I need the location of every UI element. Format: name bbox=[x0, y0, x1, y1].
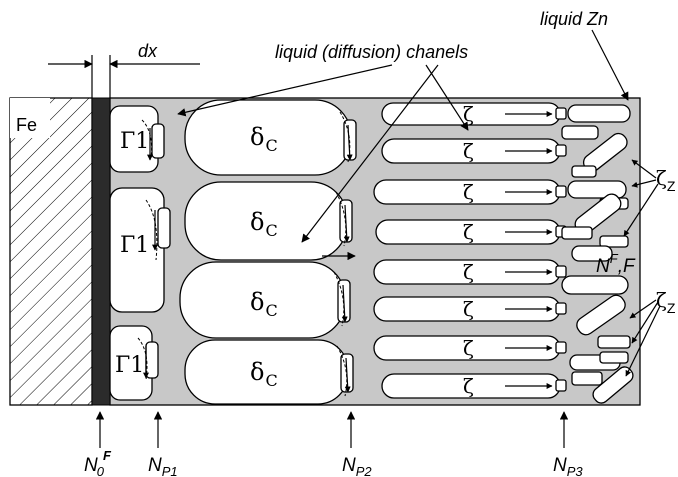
channel-pointers: liquid (diffusion) chanels bbox=[177, 42, 469, 243]
zeta-label: ζ bbox=[463, 220, 474, 244]
np2-label: NP2 bbox=[342, 455, 372, 477]
liquid-zn-label: liquid Zn bbox=[540, 9, 608, 29]
zeta-z-crystals bbox=[561, 104, 634, 404]
zeta-label: ζ bbox=[463, 180, 474, 204]
zeta-z-label: ζZ bbox=[656, 166, 676, 194]
zeta-label: ζ bbox=[463, 102, 474, 126]
zeta-label: ζ bbox=[463, 374, 474, 398]
position-markers: N0F NP1 NP2 NP3 bbox=[84, 411, 583, 477]
n0-label: N0F bbox=[84, 448, 112, 477]
delta-label: δC bbox=[250, 123, 278, 155]
delta-label: δC bbox=[250, 208, 278, 240]
channels-label: liquid (diffusion) chanels bbox=[275, 42, 468, 62]
np1-label: NP1 bbox=[148, 455, 178, 477]
fe-label: Fe bbox=[16, 115, 37, 135]
gamma-label: Γ1 bbox=[115, 353, 144, 378]
dx-dimension: dx bbox=[48, 41, 200, 98]
gamma-label: Γ1 bbox=[120, 129, 149, 154]
nff-label: NF,F bbox=[596, 251, 636, 277]
np3-label: NP3 bbox=[553, 455, 583, 477]
dx-label: dx bbox=[138, 41, 158, 61]
zeta-label: ζ bbox=[463, 260, 474, 284]
delta-label: δC bbox=[250, 358, 278, 390]
gamma-label: Γ1 bbox=[120, 233, 149, 258]
gamma-phase-cells: Γ1 Γ1 Γ1 bbox=[109, 105, 171, 401]
zeta-z-label: ζZ bbox=[656, 288, 676, 316]
zeta-label: ζ bbox=[463, 336, 474, 360]
delta-label: δC bbox=[250, 288, 278, 320]
zeta-label: ζ bbox=[463, 139, 474, 163]
interface-layer bbox=[91, 97, 111, 406]
zeta-phase-cells: ζ ζ ζ ζ ζ ζ bbox=[373, 102, 567, 399]
zeta-label: ζ bbox=[463, 297, 474, 321]
delta-phase-cells: δC δC δC δC bbox=[179, 99, 357, 405]
liquid-zn-pointer bbox=[591, 29, 629, 101]
fe-substrate bbox=[9, 97, 93, 406]
